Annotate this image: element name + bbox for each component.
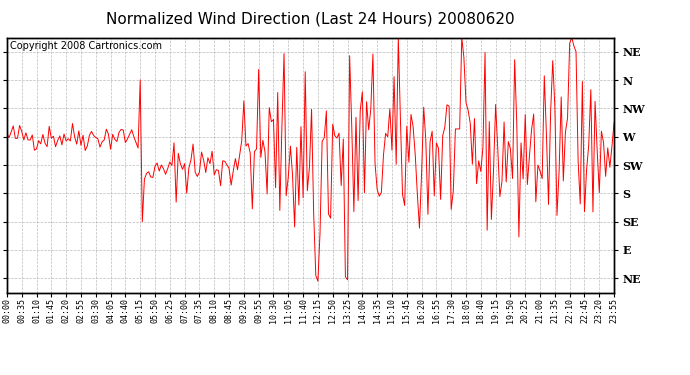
Text: Copyright 2008 Cartronics.com: Copyright 2008 Cartronics.com bbox=[10, 41, 162, 51]
Text: Normalized Wind Direction (Last 24 Hours) 20080620: Normalized Wind Direction (Last 24 Hours… bbox=[106, 11, 515, 26]
